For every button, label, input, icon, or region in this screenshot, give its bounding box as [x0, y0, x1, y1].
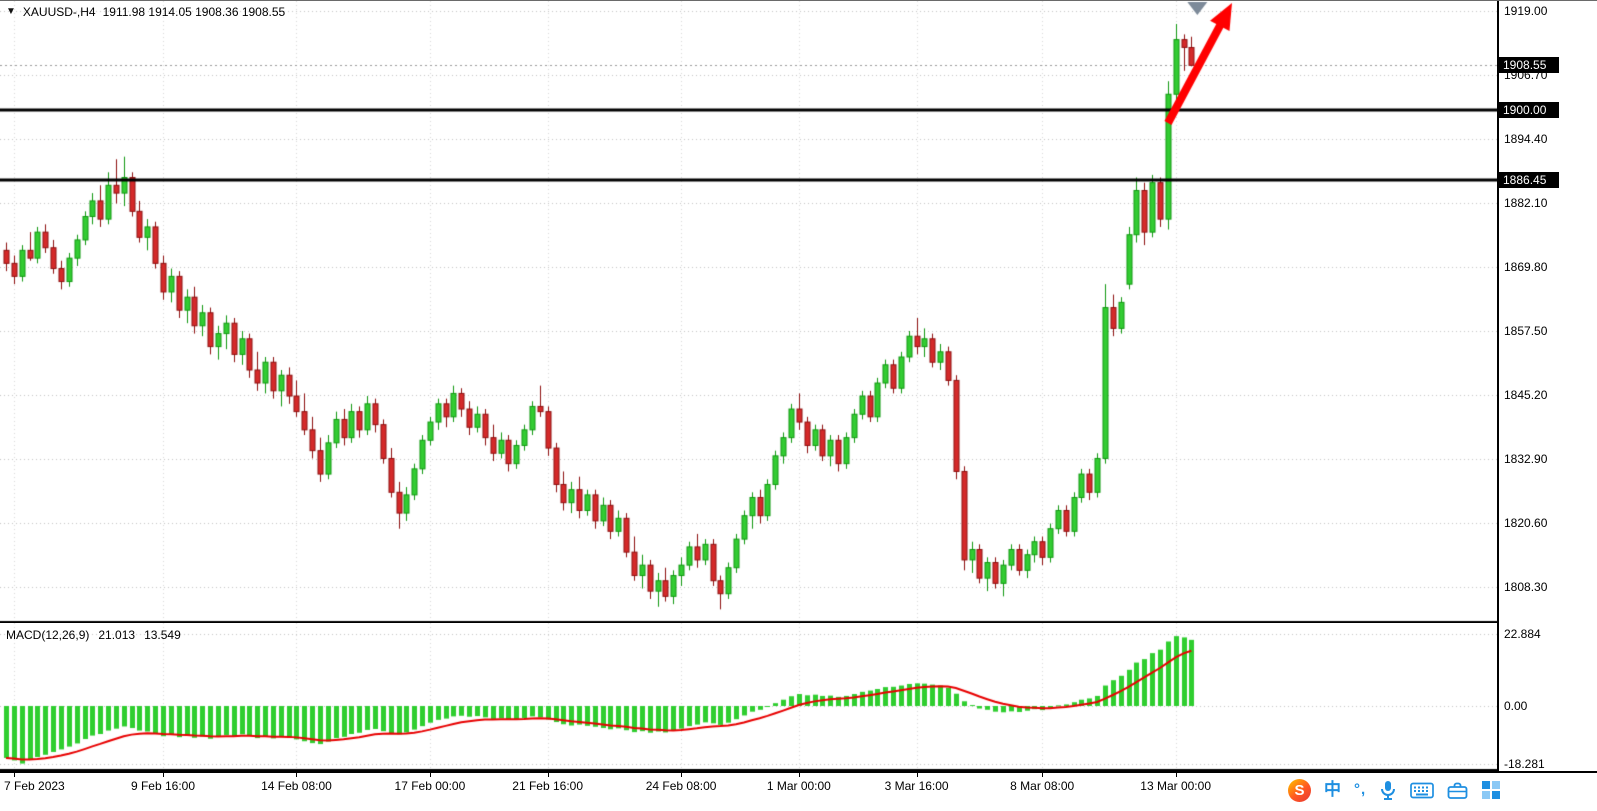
toolbox-icon[interactable] [1447, 781, 1468, 800]
macd-tick-label: 22.884 [1504, 626, 1541, 641]
price-chart-canvas[interactable] [0, 1, 1497, 623]
time-tick-label: 8 Mar 08:00 [1010, 779, 1075, 793]
time-tick-mark [296, 773, 297, 777]
price-tick-label: 1857.50 [1504, 323, 1548, 338]
time-tick-mark [799, 773, 800, 777]
symbol-header: ▼ XAUUSD-,H4 1911.98 1914.05 1908.36 190… [6, 5, 285, 19]
time-tick-label: 1 Mar 00:00 [766, 779, 831, 793]
time-tick-mark [917, 773, 918, 777]
macd-indicator-canvas[interactable] [0, 623, 1497, 771]
time-tick-label: 13 Mar 00:00 [1140, 779, 1211, 793]
macd-title: MACD(12,26,9) [6, 628, 90, 642]
ime-toolbar: S 中 °, [1288, 775, 1501, 805]
ime-language-icon[interactable]: 中 [1324, 780, 1341, 799]
time-tick-mark [163, 773, 164, 777]
time-tick-label: 7 Feb 2023 [4, 779, 65, 793]
time-tick-mark [1176, 773, 1177, 777]
macd-signal-value: 13.549 [144, 628, 181, 642]
time-tick-mark [681, 773, 682, 777]
time-tick-label: 3 Mar 16:00 [884, 779, 949, 793]
symbol-marker-icon[interactable]: ▼ [6, 6, 16, 17]
time-tick-mark [1042, 773, 1043, 777]
layout-grid-icon[interactable] [1481, 780, 1501, 800]
time-tick-label: 17 Feb 00:00 [394, 779, 466, 793]
current-price-tag: 1908.55 [1499, 57, 1559, 74]
time-tick-label: 21 Feb 16:00 [512, 779, 584, 793]
symbol-title: XAUUSD-,H4 [22, 5, 96, 19]
soft-keyboard-icon[interactable] [1410, 782, 1435, 799]
symbol-ohlc-values: 1911.98 1914.05 1908.36 1908.55 [102, 5, 286, 19]
microphone-icon[interactable] [1379, 780, 1397, 801]
price-tick-label: 1869.80 [1504, 259, 1548, 274]
time-tick-label: 24 Feb 08:00 [645, 779, 717, 793]
price-tick-label: 1845.20 [1504, 387, 1548, 402]
price-tick-label: 1820.60 [1504, 515, 1548, 530]
time-axis[interactable]: 7 Feb 2023 9 Feb 16:00 14 Feb 08:00 17 Feb … [0, 771, 1597, 811]
price-tick-label: 1894.40 [1504, 131, 1548, 146]
price-tick-label: 1882.10 [1504, 195, 1548, 210]
macd-tick-label: -18.281 [1504, 756, 1545, 771]
time-tick-label: 9 Feb 16:00 [130, 779, 196, 793]
level-price-tag: 1900.00 [1499, 101, 1559, 118]
price-tick-label: 1832.90 [1504, 451, 1548, 466]
price-tick-label: 1919.00 [1504, 3, 1548, 18]
price-tick-label: 1808.30 [1504, 579, 1548, 594]
macd-main-value: 21.013 [98, 628, 136, 642]
level-price-tag: 1886.45 [1499, 172, 1559, 189]
time-tick-mark [548, 773, 549, 777]
time-tick-mark [430, 773, 431, 777]
macd-tick-label: 0.00 [1504, 699, 1528, 713]
time-tick-mark [14, 773, 15, 777]
macd-header: MACD(12,26,9) 21.013 13.549 [6, 628, 181, 642]
sogou-logo-icon[interactable]: S [1288, 778, 1311, 802]
price-axis[interactable]: 1919.00 1906.70 1894.40 1882.10 1869.80 1857.… [1497, 1, 1597, 771]
ime-punctuation-icon[interactable]: °, [1354, 781, 1367, 798]
time-tick-label: 14 Feb 08:00 [261, 779, 332, 793]
